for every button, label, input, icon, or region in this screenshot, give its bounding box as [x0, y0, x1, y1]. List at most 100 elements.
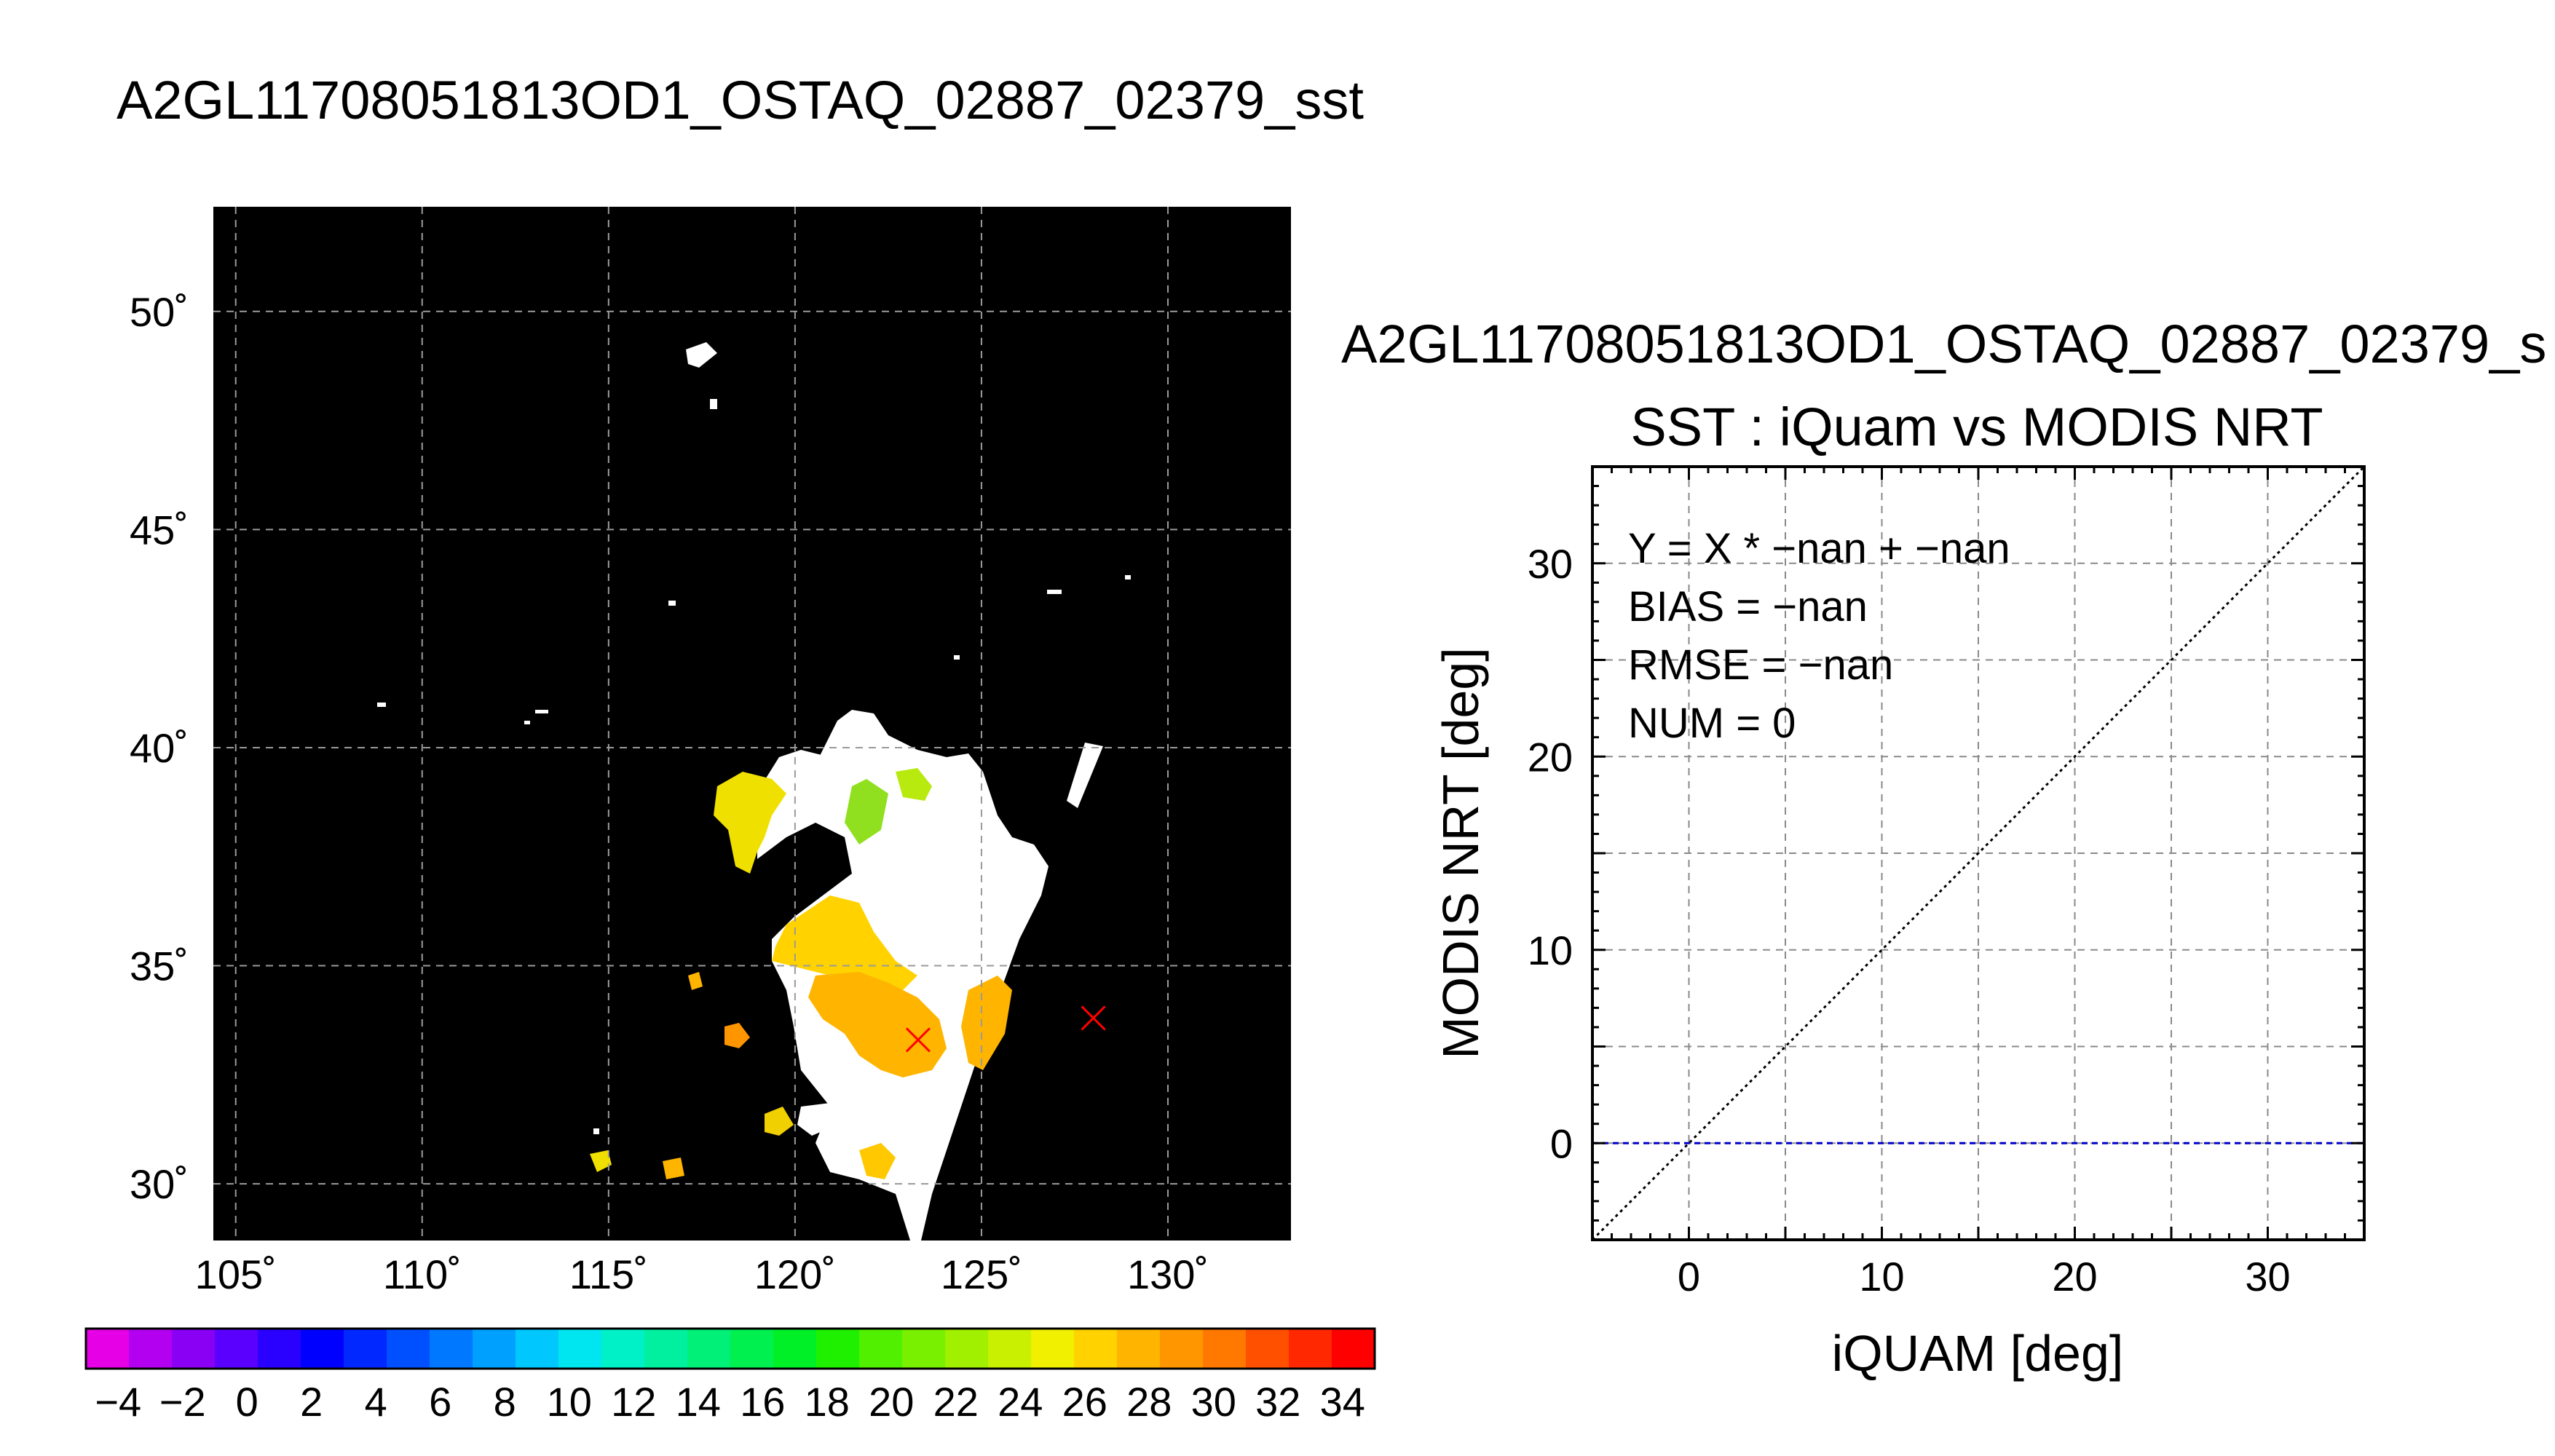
- rmse-value: RMSE = −nan: [1628, 641, 1893, 689]
- colorbar-block: [430, 1329, 473, 1369]
- speck-5: [524, 721, 530, 724]
- colorbar: −4 −2 0 2 4 6 8 10 12 14 16 18 20 22 24 …: [84, 1327, 1376, 1425]
- speck-7: [1047, 590, 1062, 594]
- colorbar-block: [902, 1329, 946, 1369]
- map-panel: 50˚ 45˚ 40˚ 35˚ 30˚ 105˚ 110˚ 115˚ 120˚ …: [130, 207, 1291, 1297]
- map-marker: [905, 1027, 931, 1053]
- lon-label-105: 105˚: [195, 1251, 277, 1297]
- speck-3: [668, 601, 676, 606]
- colorbar-label: 28: [1126, 1379, 1172, 1425]
- y-tick-label: 30: [1528, 541, 1573, 587]
- colorbar-label: 34: [1320, 1379, 1365, 1425]
- speck-9: [954, 655, 960, 660]
- colorbar-block: [816, 1329, 860, 1369]
- colorbar-block: [1289, 1329, 1332, 1369]
- stats-annotations: Y = X * −nan + −nan BIAS = −nan RMSE = −…: [1628, 525, 2010, 747]
- map-marker-stroke: [1081, 1005, 1106, 1031]
- colorbar-block: [258, 1329, 301, 1369]
- patch-orange: [808, 972, 947, 1077]
- map-lon-labels: 105˚ 110˚ 115˚ 120˚ 125˚ 130˚: [195, 1251, 1209, 1297]
- scatter-x-tick-labels: 0 10 20 30: [1678, 1254, 2291, 1299]
- colorbar-label: 18: [805, 1379, 850, 1425]
- lon-label-115: 115˚: [569, 1251, 648, 1297]
- chart-title: SST : iQuam vs MODIS NRT: [1630, 397, 2323, 457]
- colorbar-label: 26: [1062, 1379, 1107, 1425]
- colorbar-block: [773, 1329, 817, 1369]
- speck-11: [797, 1103, 837, 1136]
- patch-bohai-yellow: [714, 772, 786, 874]
- colorbar-block: [1203, 1329, 1247, 1369]
- colorbar-block: [301, 1329, 344, 1369]
- colorbar-label: 8: [494, 1379, 516, 1425]
- colorbar-label: 6: [429, 1379, 451, 1425]
- colorbar-block: [344, 1329, 387, 1369]
- colorbar-block: [1332, 1329, 1375, 1369]
- colorbar-block: [86, 1329, 130, 1369]
- lat-label-35: 35˚: [130, 943, 189, 989]
- colorbar-block: [644, 1329, 688, 1369]
- y-tick-label: 20: [1528, 734, 1573, 780]
- map-marker: [1081, 1005, 1106, 1031]
- colorbar-label: 16: [740, 1379, 785, 1425]
- map-lat-labels: 50˚ 45˚ 40˚ 35˚ 30˚: [130, 289, 189, 1207]
- patch-coastal: [724, 1023, 750, 1048]
- x-tick-label: 10: [1859, 1254, 1904, 1299]
- colorbar-label: 12: [611, 1379, 656, 1425]
- lat-label-45: 45˚: [130, 507, 189, 553]
- colorbar-block: [945, 1329, 989, 1369]
- patch-orange-3: [859, 1143, 896, 1179]
- colorbar-label: 10: [547, 1379, 592, 1425]
- colorbar-block: [1246, 1329, 1290, 1369]
- map-markers: [905, 1005, 1106, 1053]
- scatter-reference-lines: [1591, 465, 2366, 1241]
- speck-8: [1125, 575, 1131, 579]
- colorbar-label: 22: [933, 1379, 979, 1425]
- colorbar-block: [1160, 1329, 1204, 1369]
- colorbar-block: [172, 1329, 216, 1369]
- lat-label-40: 40˚: [130, 725, 189, 771]
- x-axis-label: iQUAM [deg]: [1832, 1325, 2124, 1382]
- patch-coastal-3: [765, 1107, 794, 1136]
- colorbar-block: [387, 1329, 430, 1369]
- y-axis-label: MODIS NRT [deg]: [1432, 647, 1489, 1059]
- x-tick-label: 30: [2245, 1254, 2290, 1299]
- colorbar-label: 32: [1255, 1379, 1300, 1425]
- colorbar-label: −4: [95, 1379, 141, 1425]
- colorbar-block: [687, 1329, 731, 1369]
- colorbar-block: [473, 1329, 516, 1369]
- scatter-y-tick-labels: 0 10 20 30: [1528, 541, 1573, 1167]
- speck-4: [377, 703, 386, 707]
- reference-line-one-to-one: [1591, 465, 2366, 1241]
- x-tick-label: 0: [1678, 1254, 1700, 1299]
- colorbar-labels: −4 −2 0 2 4 6 8 10 12 14 16 18 20 22 24 …: [95, 1379, 1365, 1425]
- speck-10: [593, 1128, 599, 1134]
- colorbar-label: 30: [1191, 1379, 1236, 1425]
- colorbar-block: [859, 1329, 903, 1369]
- colorbar-blocks: [86, 1329, 1375, 1369]
- colorbar-frame: [84, 1327, 1376, 1370]
- colorbar-label: 4: [365, 1379, 387, 1425]
- map-marker-stroke: [905, 1027, 931, 1053]
- colorbar-block: [558, 1329, 602, 1369]
- speck-2: [710, 399, 717, 409]
- lat-label-30: 30˚: [130, 1161, 189, 1207]
- fit-equation: Y = X * −nan + −nan: [1628, 525, 2010, 572]
- colorbar-block: [516, 1329, 559, 1369]
- colorbar-label: 20: [869, 1379, 914, 1425]
- colorbar-block: [601, 1329, 645, 1369]
- speck-6: [535, 710, 548, 713]
- colorbar-block: [1031, 1329, 1075, 1369]
- patch-coastal-4: [590, 1150, 612, 1172]
- patch-coastal-5: [663, 1158, 684, 1179]
- colorbar-label: 24: [998, 1379, 1043, 1425]
- scatter-panel: 0 10 20 30 0 10 20 30 iQUAM [deg] MODIS …: [1432, 465, 2366, 1382]
- colorbar-block: [1117, 1329, 1161, 1369]
- sst-field: [377, 342, 1131, 1241]
- colorbar-label: −2: [159, 1379, 206, 1425]
- lon-label-130: 130˚: [1127, 1251, 1209, 1297]
- colorbar-label: 14: [676, 1379, 721, 1425]
- y-tick-label: 10: [1528, 927, 1573, 973]
- patch-green-2: [896, 768, 932, 801]
- x-tick-label: 20: [2052, 1254, 2097, 1299]
